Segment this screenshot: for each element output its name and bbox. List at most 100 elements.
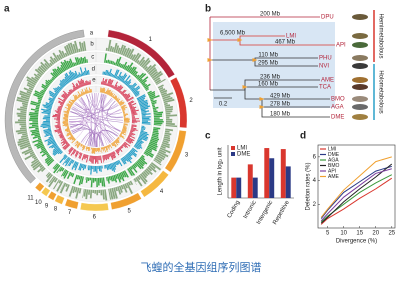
track-bar: [150, 71, 159, 78]
track-bar: [159, 147, 171, 154]
link: [100, 93, 121, 132]
track-bar: [132, 70, 137, 76]
track-bar: [140, 131, 149, 136]
track-bar: [128, 66, 133, 73]
track-bar: [90, 155, 92, 163]
track-bar: [87, 90, 90, 94]
track-bar: [71, 99, 75, 103]
track-bar: [89, 165, 91, 171]
track-bar: [78, 188, 82, 194]
track-bar: [131, 165, 138, 173]
track-bar: [63, 155, 68, 160]
track-bar: [139, 173, 148, 183]
track-bar: [64, 76, 70, 83]
track-bar: [105, 154, 108, 159]
track-bar: [34, 76, 40, 81]
track-bar: [70, 134, 73, 137]
link: [102, 94, 123, 115]
track-bar: [105, 83, 108, 86]
track-bar: [40, 146, 45, 150]
track-bar: [123, 118, 130, 120]
track-bar: [53, 164, 61, 174]
track-bar: [136, 161, 144, 169]
track-bar: [110, 152, 114, 159]
chromosome-label: 8: [54, 206, 58, 212]
track-bar: [49, 100, 54, 104]
track-bar: [101, 81, 103, 85]
track-bar: [111, 73, 114, 77]
track-bar: [18, 136, 29, 141]
track-bar: [93, 147, 95, 154]
track-bar: [114, 69, 120, 79]
bar: [280, 149, 286, 198]
track-bar: [65, 119, 69, 121]
track-bar: [40, 64, 47, 72]
track-bar: [96, 165, 98, 174]
node-marker: [237, 38, 243, 42]
track-bar: [84, 67, 88, 76]
track-bar: [113, 42, 118, 53]
track-bar: [149, 94, 160, 100]
track-bar: [62, 90, 70, 97]
track-label: b: [90, 42, 94, 48]
track-bar: [118, 86, 124, 93]
track-bar: [130, 129, 136, 132]
track-bar: [45, 174, 53, 183]
track-bar: [118, 62, 121, 67]
track-bar: [127, 100, 134, 104]
track-bar: [77, 74, 80, 78]
track-bar: [76, 57, 81, 65]
track-bar: [44, 133, 53, 138]
track-bar: [123, 125, 127, 128]
track-bar: [45, 102, 53, 106]
track-bar: [27, 81, 35, 88]
track-bar: [141, 110, 150, 113]
track-bar: [138, 174, 147, 185]
track-bar: [129, 105, 133, 108]
track-bar: [82, 164, 86, 171]
track-bar: [115, 58, 119, 66]
track-bar: [57, 120, 61, 122]
taxon-name: NVI: [319, 64, 329, 70]
bar: [264, 148, 270, 198]
track-bar: [99, 147, 101, 153]
track-bar: [20, 134, 28, 139]
track-bar: [122, 80, 125, 84]
track-bar: [67, 103, 72, 107]
track-bar: [71, 160, 76, 168]
track-bar: [145, 148, 152, 153]
track-bar: [127, 84, 131, 88]
bar: [269, 158, 275, 198]
track-bar: [136, 72, 144, 80]
track-bar: [69, 58, 74, 67]
track-bar: [74, 57, 79, 66]
track-bar: [117, 148, 121, 151]
track-bar: [47, 114, 51, 116]
track-bar: [120, 171, 125, 178]
track-bar: [106, 176, 108, 182]
track-bar: [131, 126, 134, 128]
track-bar: [100, 165, 102, 172]
track-bar: [132, 147, 138, 153]
legend-label: API: [328, 168, 336, 174]
track-bar: [151, 135, 159, 139]
track-bar: [78, 163, 82, 171]
track-bar: [119, 63, 123, 68]
track-bar: [71, 137, 75, 140]
track-bar: [103, 165, 106, 169]
taxon-name: DME: [331, 115, 344, 121]
track-bar: [112, 74, 115, 78]
track-bar: [119, 90, 122, 93]
track-bar: [38, 66, 46, 73]
track-bar: [67, 93, 70, 96]
track-bar: [56, 108, 62, 111]
track-bar: [109, 45, 113, 52]
track-bar: [115, 97, 119, 101]
track-bar: [72, 85, 77, 91]
track-bar: [64, 110, 70, 113]
track-bar: [120, 184, 124, 190]
track-bar: [77, 143, 81, 149]
track-bar: [128, 101, 135, 105]
track-bar: [137, 139, 144, 144]
track-bar: [153, 124, 162, 126]
